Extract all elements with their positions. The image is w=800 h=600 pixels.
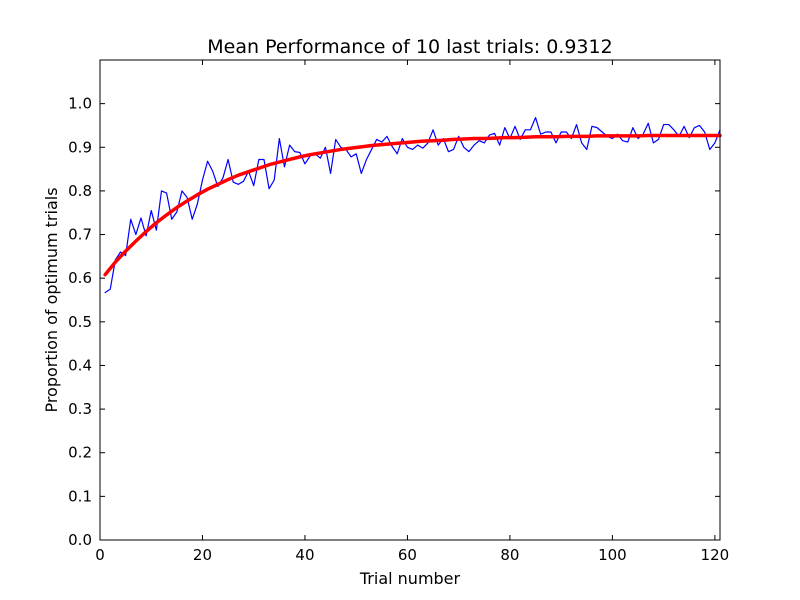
y-tick-label: 0.4 [68,356,92,374]
x-tick-label: 20 [193,546,212,564]
y-tick-label: 0.2 [68,444,92,462]
y-tick-label: 0.6 [68,269,92,287]
y-tick-label: 0.3 [68,400,92,418]
x-tick-label: 0 [95,546,105,564]
y-tick-label: 1.0 [68,95,92,113]
y-tick-label: 0.7 [68,226,92,244]
y-tick-label: 0.5 [68,313,92,331]
plot-frame [99,59,721,541]
x-tick-label: 80 [500,546,519,564]
series-layer [103,116,722,294]
x-tick-label: 40 [295,546,314,564]
y-tick-label: 0.1 [68,487,92,505]
x-tick-label: 60 [398,546,417,564]
y-tick-label: 0.0 [68,531,92,549]
x-tick-label: 100 [598,546,627,564]
ticks-layer: 0 20 40 60 80 100 120 0.0 0.1 0.2 0.3 0.4 0.5 0.6 0.7 0… [68,60,729,564]
series-line-fit [103,133,722,277]
chart-title: Mean Performance of 10 last trials: 0.93… [207,36,612,58]
plot-area [100,60,720,540]
y-tick-label: 0.9 [68,138,92,156]
x-axis-label: Trial number [359,569,461,588]
x-tick-label: 120 [701,546,730,564]
y-axis-label: Proportion of optimum trials [42,187,61,412]
y-tick-label: 0.8 [68,182,92,200]
